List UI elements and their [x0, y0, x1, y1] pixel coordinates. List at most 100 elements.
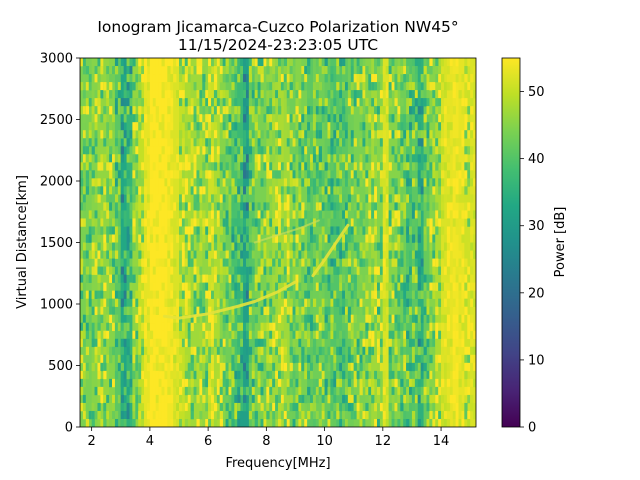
heatmap-cell [222, 346, 226, 356]
heatmap-cell [167, 114, 171, 123]
heatmap-cell [132, 226, 136, 235]
heatmap-cell [432, 82, 436, 91]
heatmap-cell [187, 162, 191, 171]
heatmap-cell [260, 162, 264, 171]
heatmap-cell [144, 346, 148, 356]
heatmap-cell [283, 298, 288, 307]
heatmap-cell [307, 178, 311, 187]
heatmap-cell [315, 354, 320, 364]
heatmap-cell [371, 330, 375, 340]
heatmap-cell [353, 394, 357, 404]
heatmap-cell [318, 154, 322, 163]
heatmap-cell [295, 290, 299, 299]
heatmap-cell [347, 194, 352, 203]
heatmap-cell [216, 202, 221, 211]
heatmap-cell [208, 138, 212, 147]
heatmap-cell [88, 410, 92, 420]
heatmap-cell [112, 402, 116, 412]
heatmap-cell [411, 234, 416, 243]
heatmap-cell [97, 98, 101, 107]
heatmap-cell [409, 194, 413, 203]
heatmap-cell [397, 298, 401, 307]
heatmap-cell [211, 322, 215, 332]
heatmap-cell [213, 154, 218, 163]
heatmap-cell [126, 242, 130, 251]
heatmap-cell [106, 106, 110, 115]
heatmap-cell [170, 322, 174, 332]
heatmap-cell [339, 362, 343, 372]
heatmap-cell [211, 338, 215, 348]
heatmap-cell [257, 394, 261, 404]
heatmap-cell [126, 154, 130, 163]
heatmap-cell [152, 138, 156, 147]
heatmap-cell [85, 82, 90, 91]
heatmap-cell [467, 58, 471, 67]
heatmap-cell [312, 138, 317, 147]
heatmap-cell [243, 154, 247, 163]
heatmap-cell [283, 418, 288, 427]
heatmap-cell [301, 314, 305, 324]
heatmap-cell [237, 138, 241, 147]
heatmap-cell [374, 74, 378, 83]
heatmap-cell [400, 258, 404, 267]
heatmap-cell [397, 314, 401, 324]
heatmap-cell [275, 378, 279, 388]
heatmap-cell [324, 178, 328, 187]
heatmap-cell [266, 402, 270, 412]
heatmap-cell [109, 314, 113, 324]
heatmap-cell [245, 90, 250, 99]
heatmap-cell [170, 226, 174, 235]
heatmap-cell [443, 394, 448, 404]
heatmap-cell [225, 378, 229, 388]
heatmap-cell [315, 146, 320, 155]
heatmap-cell [257, 162, 261, 171]
heatmap-cell [315, 202, 320, 211]
heatmap-cell [88, 306, 92, 315]
heatmap-cell [94, 178, 98, 187]
heatmap-cell [82, 338, 87, 348]
heatmap-cell [464, 74, 468, 83]
heatmap-cell [129, 282, 133, 291]
heatmap-cell [409, 186, 413, 195]
heatmap-cell [228, 314, 232, 324]
heatmap-cell [176, 138, 180, 147]
heatmap-cell [347, 226, 352, 235]
heatmap-cell [420, 354, 424, 364]
heatmap-cell [164, 186, 168, 195]
heatmap-cell [435, 66, 439, 75]
heatmap-cell [458, 282, 462, 291]
heatmap-cell [211, 82, 215, 91]
heatmap-cell [467, 90, 471, 99]
heatmap-cell [248, 58, 253, 67]
heatmap-cell [179, 146, 183, 155]
heatmap-cell [132, 170, 136, 179]
heatmap-cell [388, 82, 392, 91]
heatmap-cell [403, 298, 407, 307]
heatmap-cell [225, 314, 229, 324]
heatmap-cell [100, 90, 104, 99]
heatmap-cell [231, 274, 235, 283]
heatmap-cell [240, 322, 244, 332]
heatmap-cell [146, 362, 151, 372]
heatmap-cell [149, 306, 154, 315]
heatmap-cell [254, 98, 258, 107]
heatmap-cell [455, 138, 459, 147]
heatmap-cell [330, 394, 334, 404]
heatmap-cell [435, 202, 439, 211]
heatmap-cell [377, 306, 381, 315]
heatmap-cell [347, 402, 352, 412]
heatmap-cell [161, 82, 165, 91]
heatmap-cell [228, 114, 232, 123]
heatmap-cell [446, 218, 451, 227]
heatmap-cell [275, 82, 279, 91]
heatmap-cell [429, 82, 433, 91]
heatmap-cell [362, 250, 366, 259]
heatmap-cell [208, 378, 212, 388]
heatmap-cell [240, 66, 244, 75]
heatmap-cell [347, 186, 352, 195]
heatmap-cell [379, 138, 384, 147]
heatmap-cell [103, 394, 107, 404]
heatmap-cell [286, 90, 290, 99]
heatmap-cell [184, 266, 189, 275]
heatmap-cell [295, 378, 299, 388]
